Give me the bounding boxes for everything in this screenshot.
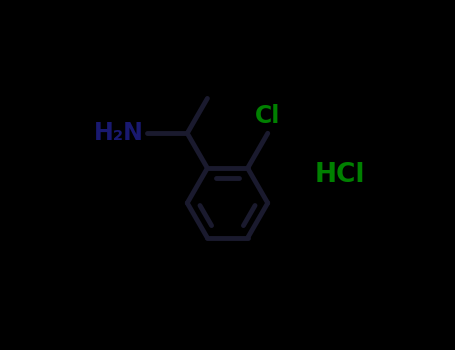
Text: Cl: Cl — [255, 104, 280, 128]
Text: HCl: HCl — [314, 162, 365, 188]
Text: H₂N: H₂N — [94, 121, 143, 145]
